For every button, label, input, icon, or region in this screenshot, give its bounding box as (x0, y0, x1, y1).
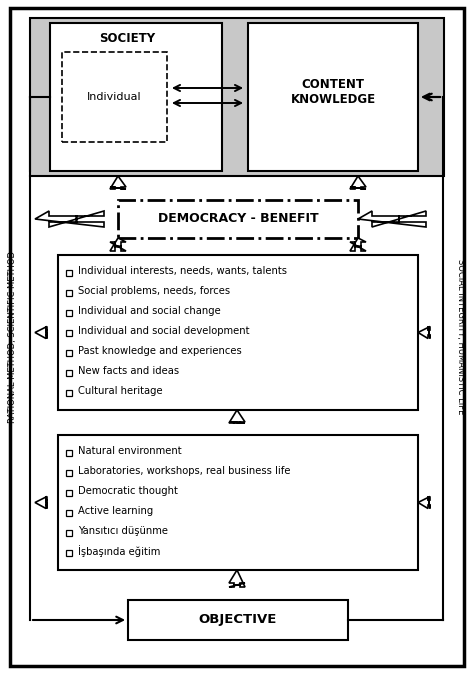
Bar (248, 23, 418, 171)
Bar (66, 290, 72, 296)
Text: Individual and social development: Individual and social development (78, 326, 249, 336)
Bar (66, 490, 72, 496)
Bar (58, 435, 418, 570)
Bar (66, 330, 72, 336)
Bar (66, 310, 72, 316)
Text: Individual interests, needs, wants, talents: Individual interests, needs, wants, tale… (78, 266, 287, 276)
Bar (50, 23, 222, 171)
Polygon shape (358, 211, 426, 227)
Text: SOCIAL INTEGRITY, HUMANISTIC LIFE: SOCIAL INTEGRITY, HUMANISTIC LIFE (456, 259, 465, 415)
Polygon shape (35, 326, 47, 338)
Bar (66, 510, 72, 516)
Bar (66, 370, 72, 376)
Text: İşbaşında eğitim: İşbaşında eğitim (78, 545, 160, 557)
Bar (128, 600, 348, 640)
Text: Democratic thought: Democratic thought (78, 486, 178, 496)
Polygon shape (35, 497, 47, 508)
Polygon shape (418, 497, 430, 508)
Bar (62, 52, 167, 142)
Text: DEMOCRACY - BENEFIT: DEMOCRACY - BENEFIT (158, 212, 319, 226)
Text: SOCIETY: SOCIETY (100, 32, 155, 46)
Text: Social problems, needs, forces: Social problems, needs, forces (78, 286, 230, 296)
Text: New facts and ideas: New facts and ideas (78, 366, 179, 376)
Text: Yansıtıcı düşünme: Yansıtıcı düşünme (78, 526, 168, 536)
Text: Laboratories, workshops, real business life: Laboratories, workshops, real business l… (78, 466, 291, 476)
Polygon shape (229, 410, 245, 423)
Bar (66, 550, 72, 556)
Polygon shape (350, 176, 366, 189)
Text: OBJECTIVE: OBJECTIVE (199, 613, 277, 627)
Polygon shape (110, 238, 126, 251)
Bar (66, 470, 72, 476)
Text: Natural environment: Natural environment (78, 446, 182, 456)
Text: Active learning: Active learning (78, 506, 153, 516)
Text: Past knowledge and experiences: Past knowledge and experiences (78, 346, 242, 356)
Text: Individual and social change: Individual and social change (78, 306, 221, 316)
Bar (66, 390, 72, 396)
Text: Cultural heritage: Cultural heritage (78, 386, 163, 396)
Polygon shape (35, 211, 104, 227)
Text: CONTENT
KNOWLEDGE: CONTENT KNOWLEDGE (291, 78, 375, 106)
Polygon shape (418, 326, 430, 338)
Text: Individual: Individual (87, 92, 142, 102)
Bar (58, 255, 418, 410)
Polygon shape (229, 570, 245, 587)
Bar (118, 200, 358, 238)
Bar (66, 450, 72, 456)
Bar (66, 530, 72, 536)
Polygon shape (110, 176, 126, 189)
Bar (66, 350, 72, 356)
Bar (66, 270, 72, 276)
Bar (30, 18, 444, 176)
Polygon shape (350, 238, 366, 251)
Text: RATIONAL METHOD, SCIENTIFIC METHOD: RATIONAL METHOD, SCIENTIFIC METHOD (9, 251, 18, 423)
